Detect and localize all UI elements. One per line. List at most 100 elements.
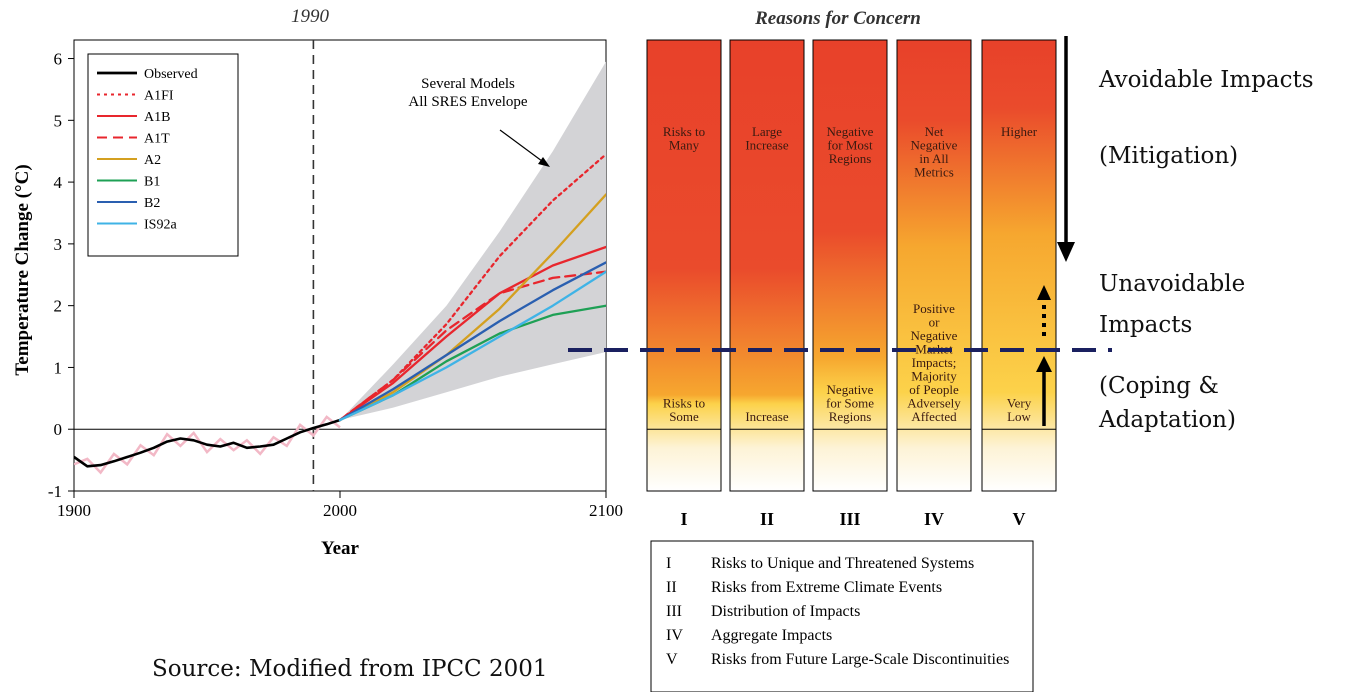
rfc-lower-text: Positive [913, 301, 955, 316]
rfc-upper-text: Net [925, 124, 944, 139]
rfc-key-box [650, 540, 1034, 692]
y-tick-label: 4 [54, 173, 63, 192]
y-tick-label: -1 [48, 482, 62, 501]
rfc-title: Reasons for Concern [754, 8, 921, 29]
y-tick-label: 2 [54, 297, 63, 316]
series-line-a1t [338, 270, 606, 422]
envelope-pointer-arrowhead [538, 157, 550, 167]
sres-envelope [340, 61, 606, 420]
rfc-upper-text: Large [752, 124, 782, 139]
rfc-upper-text: Increase [745, 138, 789, 153]
rfc-lower-text: Risks to [663, 396, 705, 411]
x-tick-label: 1900 [57, 501, 91, 520]
rfc-lower-text: Majority [911, 369, 957, 384]
rfc-lower-text: Regions [829, 409, 872, 424]
rfc-column-ii [729, 39, 805, 492]
envelope-pointer-arrow [499, 129, 547, 165]
envelope-label-line1: Several Models [421, 76, 515, 92]
rfc-upper-text: Negative [911, 138, 958, 153]
rfc-key-text: Risks to Unique and Threatened Systems [711, 555, 974, 572]
rfc-key: I Risks to Unique and Threatened Systems I… [666, 555, 1009, 668]
legend-label-is92a: IS92a [144, 218, 177, 233]
y-tick-label: 6 [54, 50, 63, 69]
rfc-numeral-v: V [1013, 509, 1026, 529]
legend-label-a1b: A1B [144, 110, 170, 125]
x-tick-label: 2000 [323, 501, 357, 520]
legend-label-observed: Observed [144, 67, 198, 82]
avoidable-impacts-label: Avoidable Impacts [1098, 67, 1314, 93]
adaptation-arrowhead [1036, 356, 1052, 372]
series-line-observed [74, 418, 342, 468]
rfc-lower-text: Adversely [907, 396, 961, 411]
rfc-key-numeral: V [666, 651, 678, 668]
rfc-key-text: Distribution of Impacts [711, 603, 860, 620]
rfc-numeral-iv: IV [924, 509, 944, 529]
rfc-lower-text: Low [1007, 409, 1031, 424]
x-tick-label: 2100 [589, 501, 623, 520]
rfc-key-text: Aggregate Impacts [711, 627, 832, 644]
rfc-lower-text: or [929, 315, 941, 330]
rfc-lower-text: for Some [826, 396, 874, 411]
rfc-lower-text: Affected [911, 409, 957, 424]
rfc-lower-text: Some [669, 409, 699, 424]
rfc-key-text: Risks from Extreme Climate Events [711, 579, 942, 596]
unavoidable-dotted-arrowhead [1037, 285, 1051, 300]
rfc-lower-text: of People [909, 382, 959, 397]
series-line-b2 [338, 261, 606, 422]
series-line-a1b [338, 245, 606, 422]
rfc-column-i [646, 39, 722, 492]
rfc-lower-text: Impacts; [912, 355, 957, 370]
rfc-key-numeral: III [666, 603, 682, 620]
rfc-upper-text: Metrics [914, 165, 954, 180]
rfc-key-numeral: IV [666, 627, 683, 644]
observed-annual-noise [74, 415, 341, 475]
rfc-key-numeral: I [666, 555, 671, 572]
chart-title-1990: 1990 [291, 6, 330, 27]
rfc-upper-text: Negative [827, 124, 874, 139]
rfc-upper-text: for Most [827, 138, 873, 153]
series-layer [74, 153, 606, 475]
y-axis-label: Temperature Change (°C) [12, 164, 33, 375]
reasons-for-concern-panel: Reasons for Concern Risks to Many Risks to… [646, 8, 1057, 692]
source-note: Source: Modified from IPCC 2001 [152, 656, 548, 682]
y-tick-label: 1 [54, 358, 63, 377]
rfc-upper-text: in All [919, 151, 949, 166]
rfc-column-iii [812, 39, 888, 492]
axis-layer: -1 0 1 2 3 4 5 6 1900 2000 2100 [48, 50, 623, 520]
y-tick-label: 5 [54, 111, 63, 130]
impact-annotations: Avoidable Impacts (Mitigation) Unavoidab… [152, 36, 1314, 682]
legend-label-a2: A2 [144, 153, 161, 168]
rfc-numeral-ii: II [760, 509, 774, 529]
y-tick-label: 3 [54, 235, 63, 254]
legend-items: Observed A1FI A1B A1T A2 B1 B2 IS92a [97, 67, 198, 233]
mitigation-arrowhead [1057, 242, 1075, 262]
coping-label-line2: Adaptation) [1098, 407, 1236, 433]
rfc-lower-text: Increase [745, 409, 789, 424]
legend-label-a1fi: A1FI [144, 89, 174, 104]
rfc-numeral-i: I [680, 509, 687, 529]
series-line-is92a [338, 270, 606, 422]
x-axis-label: Year [321, 538, 360, 559]
legend-label-b2: B2 [144, 196, 160, 211]
rfc-numeral-iii: III [839, 509, 860, 529]
rfc-column-iv [896, 39, 972, 492]
envelope-label-line2: All SRES Envelope [408, 94, 528, 110]
series-line-a2 [338, 193, 606, 422]
mitigation-label: (Mitigation) [1099, 143, 1238, 169]
temperature-projection-chart: 1990 -1 0 1 2 3 4 5 6 1900 2000 2100 Temperature C… [12, 6, 623, 559]
rfc-lower-text: Very [1007, 396, 1032, 411]
legend-box [87, 53, 239, 257]
rfc-upper-text: Regions [829, 151, 872, 166]
unavoidable-label-line1: Unavoidable [1099, 271, 1245, 297]
legend: Observed A1FI A1B A1T A2 B1 B2 IS92a [87, 53, 239, 257]
legend-label-a1t: A1T [144, 132, 170, 147]
rfc-upper-text: Higher [1001, 124, 1038, 139]
rfc-lower-text: Negative [911, 328, 958, 343]
rfc-upper-text: Many [669, 138, 700, 153]
legend-label-b1: B1 [144, 175, 160, 190]
coping-label-line1: (Coping & [1099, 373, 1219, 399]
rfc-key-text: Risks from Future Large-Scale Discontinu… [711, 651, 1009, 668]
y-tick-label: 0 [54, 420, 63, 439]
